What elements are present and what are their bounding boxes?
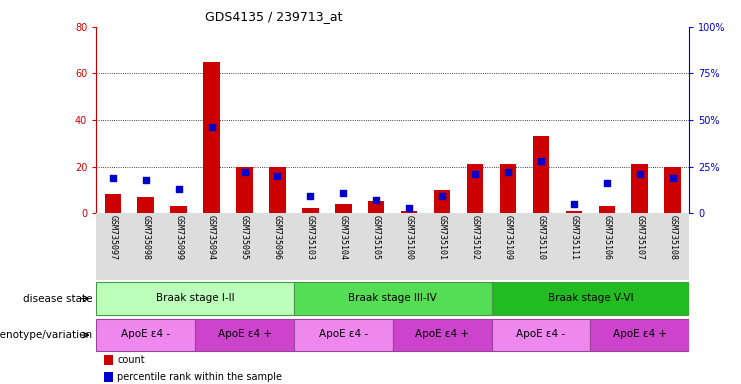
Bar xyxy=(335,204,351,213)
Bar xyxy=(631,164,648,213)
Text: GSM735097: GSM735097 xyxy=(108,215,117,260)
Point xyxy=(634,171,645,177)
Bar xyxy=(368,202,385,213)
Text: GSM735101: GSM735101 xyxy=(438,215,447,260)
Point xyxy=(436,193,448,199)
Text: GSM735110: GSM735110 xyxy=(536,215,545,260)
Point xyxy=(601,180,613,186)
Point xyxy=(337,190,349,196)
Text: count: count xyxy=(117,355,144,365)
Point xyxy=(305,193,316,199)
Bar xyxy=(665,167,681,213)
Bar xyxy=(599,206,615,213)
Bar xyxy=(236,167,253,213)
Point xyxy=(107,175,119,181)
Text: GSM735105: GSM735105 xyxy=(372,215,381,260)
Text: GSM735108: GSM735108 xyxy=(668,215,677,260)
Text: ApoE ε4 +: ApoE ε4 + xyxy=(613,329,667,339)
Text: GSM735094: GSM735094 xyxy=(207,215,216,260)
Text: GSM735100: GSM735100 xyxy=(405,215,413,260)
Bar xyxy=(203,62,220,213)
Point xyxy=(568,201,579,207)
Point xyxy=(271,173,283,179)
Text: GSM735095: GSM735095 xyxy=(240,215,249,260)
Text: ApoE ε4 -: ApoE ε4 - xyxy=(319,329,368,339)
Point xyxy=(502,169,514,175)
Bar xyxy=(96,282,294,315)
Bar xyxy=(491,282,689,315)
Bar xyxy=(302,209,319,213)
Text: GSM735109: GSM735109 xyxy=(503,215,513,260)
Bar xyxy=(499,164,516,213)
Bar xyxy=(138,197,154,213)
Point xyxy=(403,204,415,210)
Point xyxy=(469,171,481,177)
Text: GDS4135 / 239713_at: GDS4135 / 239713_at xyxy=(205,10,343,23)
Text: Braak stage V-VI: Braak stage V-VI xyxy=(548,293,633,303)
Text: GSM735096: GSM735096 xyxy=(273,215,282,260)
Text: GSM735103: GSM735103 xyxy=(306,215,315,260)
Text: GSM735111: GSM735111 xyxy=(569,215,579,260)
Text: ApoE ε4 +: ApoE ε4 + xyxy=(218,329,271,339)
Point xyxy=(667,175,679,181)
Point xyxy=(370,197,382,203)
Bar xyxy=(434,190,451,213)
Bar xyxy=(195,319,294,351)
Text: GSM735107: GSM735107 xyxy=(635,215,644,260)
Bar xyxy=(170,206,187,213)
Bar xyxy=(96,319,195,351)
Bar xyxy=(591,319,689,351)
Text: ApoE ε4 -: ApoE ε4 - xyxy=(516,329,565,339)
Point xyxy=(239,169,250,175)
Text: GSM735106: GSM735106 xyxy=(602,215,611,260)
Bar xyxy=(294,319,393,351)
Point xyxy=(173,186,185,192)
Text: GSM735098: GSM735098 xyxy=(142,215,150,260)
Point xyxy=(206,124,218,131)
Text: Braak stage III-IV: Braak stage III-IV xyxy=(348,293,437,303)
Text: GSM735104: GSM735104 xyxy=(339,215,348,260)
Text: ApoE ε4 -: ApoE ε4 - xyxy=(122,329,170,339)
Text: genotype/variation: genotype/variation xyxy=(0,330,93,340)
Text: disease state: disease state xyxy=(23,293,93,304)
Bar xyxy=(401,211,417,213)
Bar xyxy=(294,282,491,315)
Text: percentile rank within the sample: percentile rank within the sample xyxy=(117,372,282,382)
Text: GSM735102: GSM735102 xyxy=(471,215,479,260)
Point xyxy=(535,158,547,164)
Bar xyxy=(104,195,121,213)
Bar xyxy=(533,136,549,213)
Bar xyxy=(565,211,582,213)
Text: Braak stage I-II: Braak stage I-II xyxy=(156,293,234,303)
Bar xyxy=(467,164,483,213)
Point xyxy=(140,177,152,183)
Text: ApoE ε4 +: ApoE ε4 + xyxy=(415,329,469,339)
Bar xyxy=(269,167,286,213)
Text: GSM735099: GSM735099 xyxy=(174,215,183,260)
Bar xyxy=(393,319,491,351)
Bar xyxy=(491,319,591,351)
